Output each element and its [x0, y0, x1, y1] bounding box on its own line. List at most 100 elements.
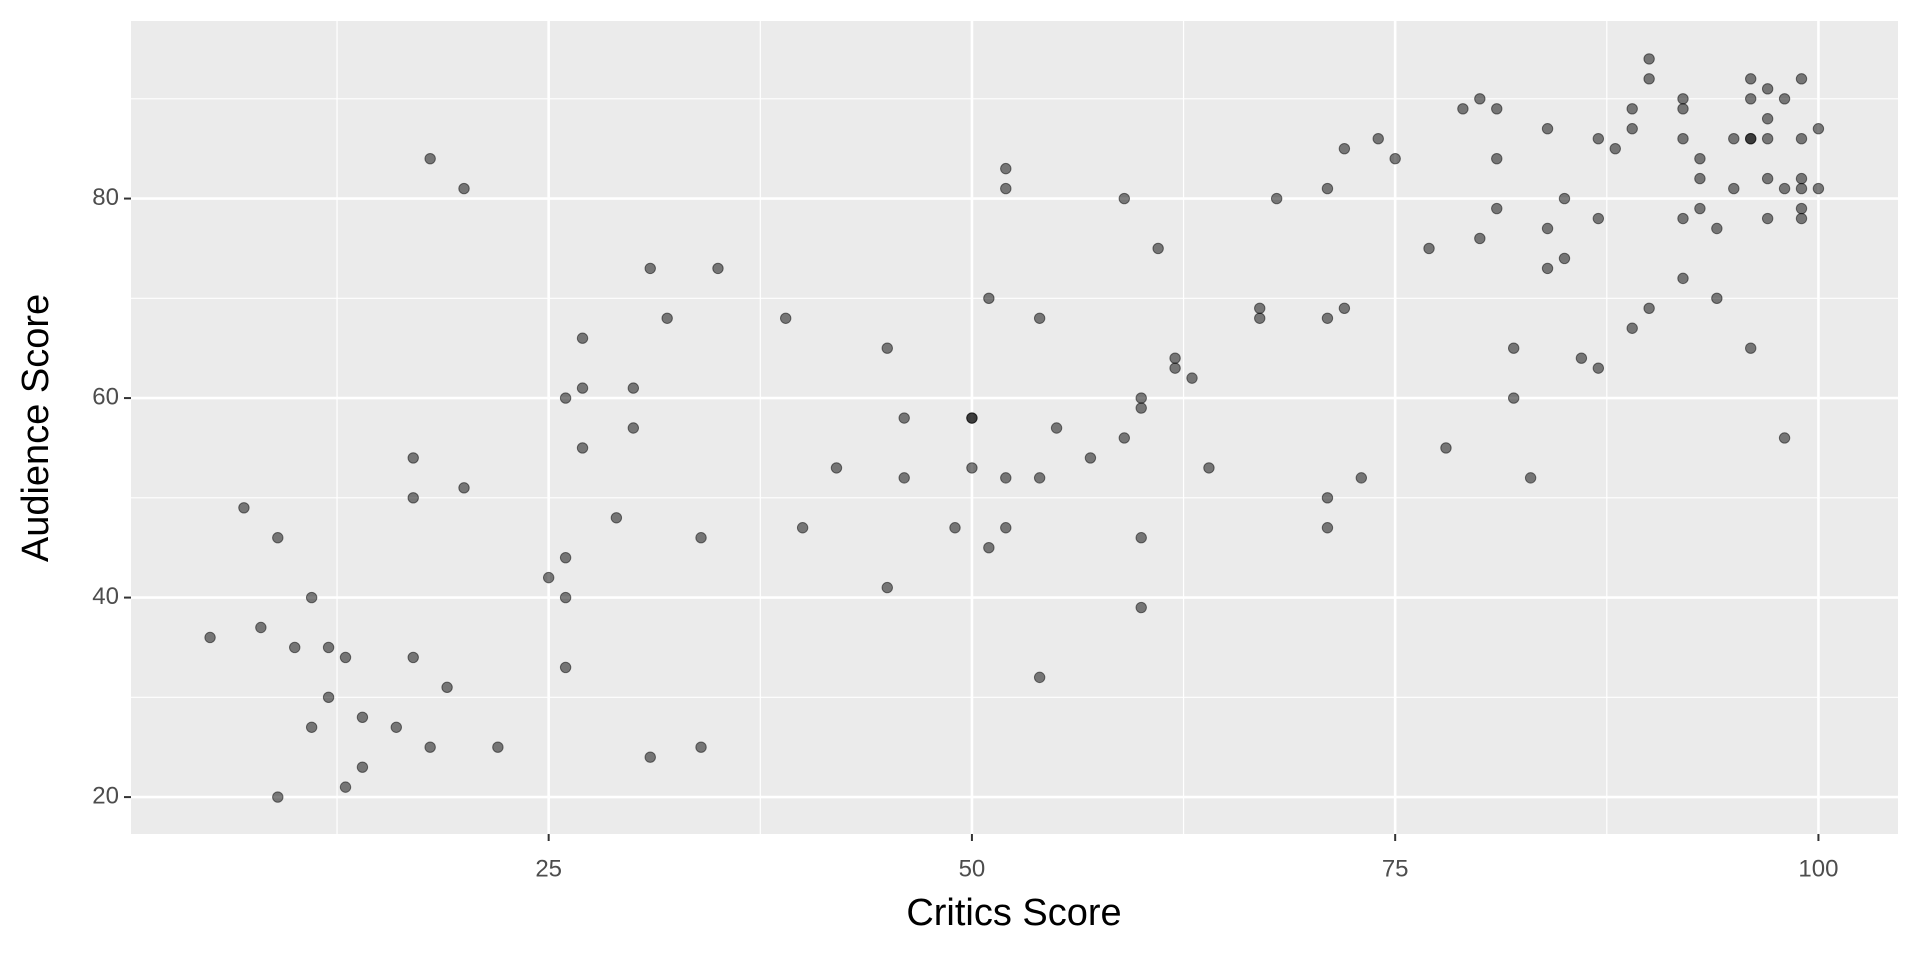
- point: [1745, 93, 1757, 105]
- point: [322, 641, 335, 654]
- point: [830, 462, 843, 474]
- point: [1558, 252, 1571, 265]
- point: [1795, 182, 1808, 195]
- point: [1558, 192, 1571, 205]
- point: [1592, 133, 1605, 145]
- point: [627, 422, 640, 434]
- point: [1186, 372, 1198, 384]
- point: [272, 532, 284, 544]
- point: [881, 342, 893, 354]
- point: [407, 651, 419, 664]
- y-tick-label: 60: [92, 383, 119, 410]
- point: [1575, 352, 1588, 364]
- point: [695, 532, 707, 544]
- point: [1491, 152, 1503, 165]
- x-tick-label: 100: [1798, 855, 1838, 882]
- point: [1643, 53, 1655, 65]
- point: [356, 711, 369, 723]
- point: [339, 781, 352, 793]
- point: [610, 512, 623, 524]
- point: [339, 651, 352, 664]
- point: [1033, 472, 1046, 484]
- point: [1812, 182, 1825, 195]
- point: [1745, 133, 1757, 145]
- point: [492, 741, 504, 753]
- point: [1507, 342, 1520, 354]
- point: [1000, 182, 1012, 195]
- point: [1677, 133, 1689, 145]
- point: [695, 741, 707, 753]
- point: [796, 522, 809, 534]
- point: [1000, 522, 1012, 534]
- x-tick-label: 75: [1382, 855, 1409, 882]
- point: [407, 492, 419, 504]
- point: [1491, 202, 1503, 215]
- point: [1677, 272, 1689, 285]
- point: [576, 382, 589, 394]
- point: [1321, 522, 1334, 534]
- point: [1389, 152, 1401, 165]
- point: [559, 551, 572, 564]
- point: [1541, 262, 1554, 275]
- x-tick-label: 50: [959, 855, 986, 882]
- point: [1677, 103, 1689, 115]
- point: [272, 791, 284, 803]
- point: [949, 522, 961, 534]
- point: [424, 741, 436, 753]
- point: [1423, 242, 1435, 255]
- point: [644, 262, 656, 275]
- point: [627, 382, 640, 394]
- point: [559, 661, 572, 674]
- point: [1795, 73, 1808, 85]
- point: [255, 621, 267, 634]
- point: [1677, 212, 1689, 225]
- point: [1795, 172, 1808, 185]
- point: [559, 392, 572, 404]
- y-tick-label: 20: [92, 782, 119, 809]
- y-axis-title: Audience Score: [15, 294, 57, 562]
- point: [644, 751, 656, 763]
- point: [983, 542, 995, 554]
- point: [238, 502, 250, 514]
- point: [1761, 133, 1774, 145]
- point: [1778, 182, 1791, 195]
- point: [966, 462, 978, 474]
- point: [356, 761, 369, 773]
- point: [1711, 222, 1723, 235]
- point: [1745, 73, 1757, 85]
- point: [1000, 162, 1012, 175]
- point: [1321, 312, 1334, 324]
- point: [1321, 492, 1334, 504]
- point: [458, 482, 470, 494]
- point: [1084, 452, 1097, 464]
- point: [1338, 302, 1351, 314]
- point: [441, 681, 453, 694]
- point: [1355, 472, 1368, 484]
- point: [1152, 242, 1164, 255]
- point: [1812, 123, 1825, 135]
- point: [1728, 133, 1740, 145]
- point: [898, 412, 910, 424]
- point: [1694, 202, 1706, 215]
- point: [1778, 93, 1791, 105]
- point: [1169, 352, 1181, 364]
- point: [1000, 472, 1012, 484]
- point: [305, 591, 318, 604]
- point: [1541, 123, 1554, 135]
- point: [1338, 142, 1351, 155]
- point: [1524, 472, 1537, 484]
- point: [1541, 222, 1554, 235]
- point: [779, 312, 792, 324]
- point: [983, 292, 995, 305]
- point: [1169, 362, 1181, 374]
- point: [1728, 182, 1740, 195]
- x-axis-title: Critics Score: [906, 892, 1121, 934]
- point: [1254, 312, 1266, 324]
- point: [1507, 392, 1520, 404]
- point: [1203, 462, 1215, 474]
- point: [1711, 292, 1723, 305]
- x-tick-label: 25: [535, 855, 562, 882]
- point: [1694, 172, 1706, 185]
